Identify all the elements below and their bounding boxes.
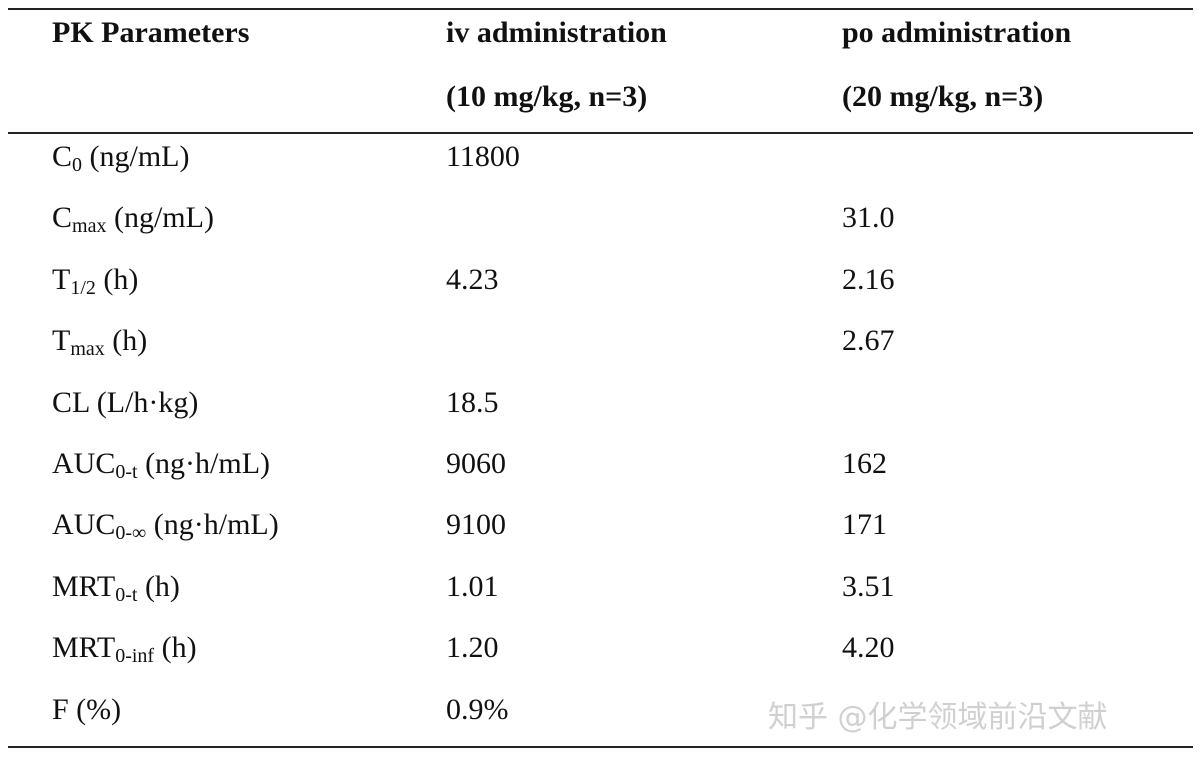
row-label: AUC0-t (ng·h/mL) [52,446,270,482]
label-subscript: max [70,338,105,361]
label-unit: (h) [137,569,180,603]
value-cell: 4.23 [446,262,499,296]
label-main: AUC [52,447,116,480]
label-subscript: 0-∞ [115,522,147,545]
value-cell: 31.0 [842,201,895,235]
value-cell: 1.01 [446,569,499,603]
value-cell: 18.5 [446,385,499,419]
row-label: CL (L/h·kg) [52,385,198,421]
label-main: T [52,324,71,358]
value-cell: 2.67 [842,324,895,358]
label-subscript: 0-inf [115,645,155,668]
label-unit: (h) [154,631,197,665]
label-subscript: 0 [72,154,83,176]
label-main: T [52,262,71,296]
value-cell: 0.9% [446,692,509,726]
label-subscript: 0-t [115,461,138,483]
header-cell: (10 mg/kg, n=3) [446,80,648,113]
row-label: MRT0-inf (h) [52,630,197,666]
row-label: AUC0-∞ (ng·h/mL) [52,507,279,543]
label-unit: (ng/mL) [82,140,190,173]
value-cell: 162 [842,447,887,480]
label-subscript: 0-t [115,583,138,606]
value-cell: 3.51 [842,569,895,603]
label-unit: (h) [104,324,148,358]
label-unit: (ng/mL) [106,201,214,235]
label-main: F (%) [52,692,122,726]
header-cell: (20 mg/kg, n=3) [842,80,1044,113]
label-subscript: max [72,215,107,238]
row-label: F (%) [52,692,121,728]
value-cell: 9060 [446,447,506,480]
header-cell: iv administration [446,16,667,49]
header-cell: PK Parameters [52,16,250,49]
label-unit: (ng·h/mL) [137,447,271,480]
row-label: Tmax (h) [52,323,147,359]
value-cell: 4.20 [842,631,895,665]
label-subscript: 1/2 [70,276,96,299]
header-cell: po administration [842,16,1072,49]
label-unit: (ng·h/mL) [146,508,279,542]
value-cell: 9100 [446,508,506,542]
row-label: C0 (ng/mL) [52,139,190,175]
watermark: 知乎 @化学领域前沿文献 [768,700,1108,735]
header-rule [8,132,1193,134]
value-cell: 171 [842,508,887,542]
row-label: MRT0-t (h) [52,569,180,605]
label-main: C [52,140,73,173]
label-main: MRT [52,631,116,665]
label-main: C [52,201,73,235]
top-rule [8,8,1193,10]
label-main: MRT [52,569,116,603]
label-main: AUC [52,508,116,542]
label-main: CL (L/h·kg) [52,385,199,419]
value-cell: 1.20 [446,631,499,665]
bottom-rule [8,746,1193,748]
value-cell: 11800 [446,140,520,173]
row-label: Cmax (ng/mL) [52,200,214,236]
label-unit: (h) [95,262,139,296]
value-cell: 2.16 [842,262,895,296]
row-label: T1/2 (h) [52,262,138,298]
